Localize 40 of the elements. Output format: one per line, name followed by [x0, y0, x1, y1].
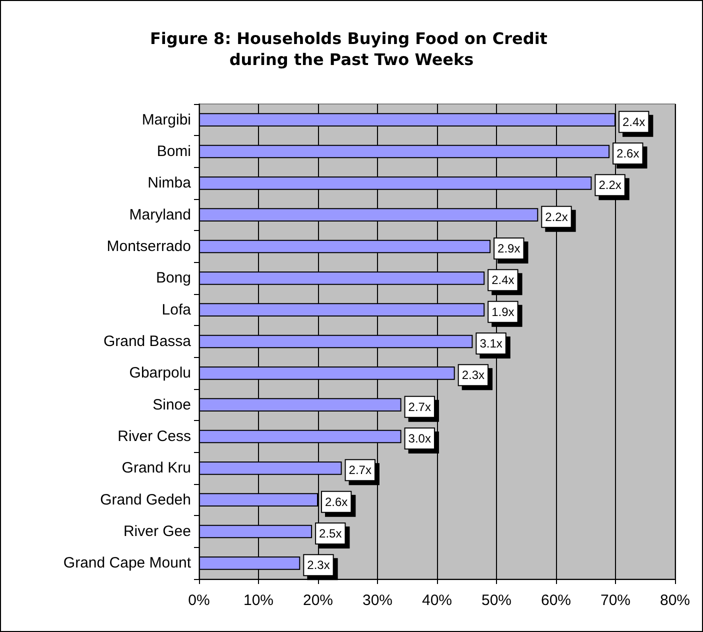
- y-tick-label: Montserrado: [106, 238, 191, 255]
- y-tick-label: Bomi: [156, 143, 191, 160]
- annotation: 2.2x: [545, 210, 568, 224]
- x-tick-label: 80%: [660, 592, 690, 609]
- y-tick-label: Gbarpolu: [129, 364, 191, 382]
- y-tick-label: Maryland: [129, 206, 191, 224]
- x-tick-label: 10%: [243, 592, 274, 609]
- annotation: 2.6x: [325, 494, 348, 509]
- y-tick-label: Grand Kru: [122, 460, 191, 477]
- x-tick-label: 70%: [600, 592, 631, 609]
- annotation: 2.9x: [498, 242, 520, 256]
- x-tick-label: 30%: [362, 592, 393, 609]
- annotation: 2.3x: [307, 558, 330, 572]
- x-tick-label: 60%: [540, 592, 572, 609]
- y-tick-label: River Cess: [118, 428, 191, 445]
- annotation: 2.6x: [616, 146, 640, 160]
- y-tick-label: Lofa: [162, 301, 192, 318]
- x-tick-label: 20%: [302, 592, 334, 609]
- annotation: 3.0x: [408, 432, 431, 446]
- y-tick-label: Grand Gedeh: [100, 491, 191, 508]
- annotation: 3.1x: [480, 336, 502, 350]
- annotation: 1.9x: [492, 304, 514, 319]
- x-tick-label: 40%: [422, 592, 452, 609]
- annotation: 2.4x: [622, 114, 646, 129]
- y-tick-label: River Gee: [123, 523, 191, 540]
- annotation: 2.4x: [492, 273, 514, 288]
- x-tick-label: 50%: [481, 592, 512, 609]
- y-tick-label: Grand Bassa: [103, 333, 192, 350]
- x-tick-label: 0%: [188, 592, 210, 609]
- annotation: 2.7x: [348, 463, 372, 478]
- annotation: 2.2x: [598, 178, 622, 192]
- y-tick-label: Margibi: [142, 111, 191, 128]
- chart-title: Figure 8: Households Buying Food on Credit during the Past Two Weeks: [150, 29, 554, 69]
- annotation: 2.3x: [462, 368, 485, 382]
- y-tick-label: Bong: [156, 270, 191, 287]
- annotation: 2.5x: [319, 526, 342, 540]
- y-tick-label: Sinoe: [152, 396, 191, 414]
- annotation: 2.7x: [408, 400, 431, 414]
- y-tick-label: Grand Cape Mount: [63, 554, 192, 572]
- y-tick-label: Nimba: [148, 174, 192, 192]
